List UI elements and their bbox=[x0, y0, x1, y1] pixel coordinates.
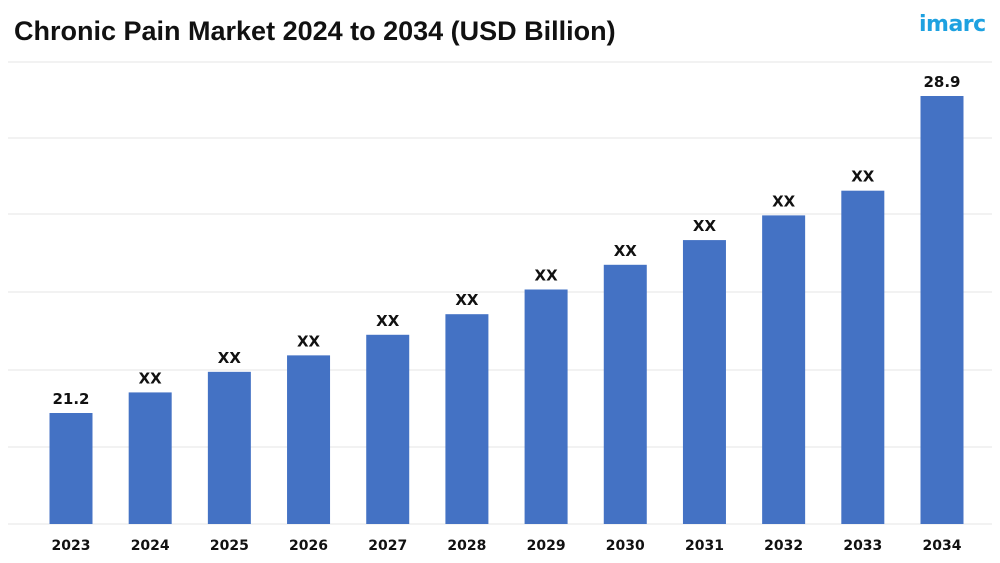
x-axis-ticks: 2023 2024 2025 2026 2027 2028 2029 2030 2031 2032… bbox=[52, 538, 962, 554]
gridlines bbox=[8, 61, 992, 525]
bar-2025 bbox=[207, 371, 251, 524]
x-tick-2033: 2033 bbox=[843, 538, 882, 554]
bar-2030 bbox=[603, 264, 647, 524]
data-label-2026: XX bbox=[297, 332, 321, 350]
x-tick-2023: 2023 bbox=[52, 538, 91, 554]
data-label-2027: XX bbox=[376, 312, 400, 330]
data-label-2029: XX bbox=[535, 266, 559, 284]
data-labels: 21.2 XX XX XX XX XX XX XX XX XX XX 28.9 bbox=[52, 73, 960, 408]
x-tick-2034: 2034 bbox=[923, 538, 962, 554]
data-label-2033: XX bbox=[851, 168, 875, 186]
bar-2029 bbox=[524, 289, 568, 524]
bars bbox=[49, 96, 964, 525]
x-tick-2032: 2032 bbox=[764, 538, 803, 554]
data-label-2031: XX bbox=[693, 217, 717, 235]
data-label-2034: 28.9 bbox=[923, 73, 960, 91]
data-label-2028: XX bbox=[455, 291, 479, 309]
x-tick-2031: 2031 bbox=[685, 538, 724, 554]
bar-2032 bbox=[762, 215, 806, 524]
bar-2024 bbox=[128, 392, 172, 524]
bar-2034 bbox=[920, 96, 964, 524]
x-tick-2027: 2027 bbox=[368, 538, 407, 554]
x-tick-2028: 2028 bbox=[447, 538, 486, 554]
data-label-2024: XX bbox=[139, 369, 163, 387]
logo-wordmark: imarc bbox=[919, 12, 986, 37]
imarc-logo: imarc bbox=[919, 12, 991, 44]
bar-2023 bbox=[49, 413, 93, 524]
data-label-2032: XX bbox=[772, 192, 796, 210]
x-tick-2025: 2025 bbox=[210, 538, 249, 554]
bar-2028 bbox=[445, 314, 489, 524]
data-label-2023: 21.2 bbox=[52, 390, 89, 408]
data-label-2025: XX bbox=[218, 349, 242, 367]
bar-2033 bbox=[841, 190, 885, 525]
x-tick-2029: 2029 bbox=[527, 538, 566, 554]
x-tick-2030: 2030 bbox=[606, 538, 645, 554]
bar-2027 bbox=[366, 334, 410, 524]
bar-2026 bbox=[287, 355, 331, 524]
chart-title: Chronic Pain Market 2024 to 2034 (USD Bi… bbox=[14, 16, 616, 46]
data-label-2030: XX bbox=[614, 242, 638, 260]
x-tick-2024: 2024 bbox=[131, 538, 170, 554]
x-tick-2026: 2026 bbox=[289, 538, 328, 554]
bar-2031 bbox=[682, 240, 726, 524]
